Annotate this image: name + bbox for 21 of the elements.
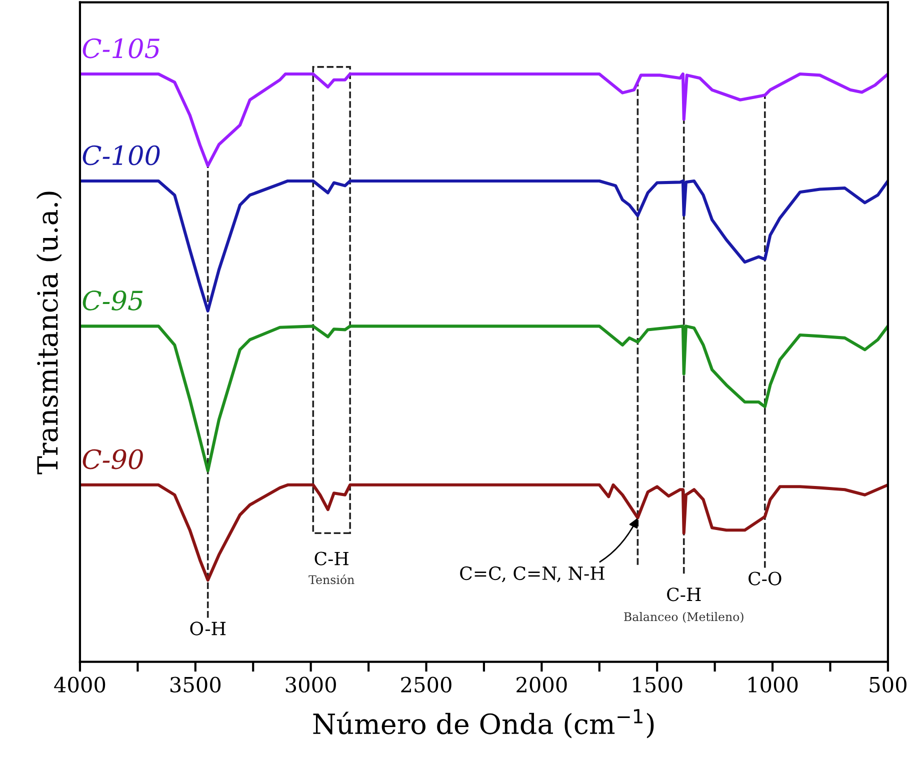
ref-line-label: O-H bbox=[190, 622, 226, 636]
x-tick-label: 3500 bbox=[170, 676, 221, 693]
x-tick-label: 2500 bbox=[401, 676, 452, 693]
series-label: C-100 bbox=[82, 145, 160, 166]
x-tick-label: 4000 bbox=[54, 676, 106, 693]
x-tick-label: 1500 bbox=[633, 676, 682, 693]
annotation: Balanceo (Metileno) bbox=[624, 612, 744, 623]
y-axis-title: Transmitancia (u.a.) bbox=[36, 192, 62, 474]
series-label: C-90 bbox=[82, 449, 143, 470]
ref-line-label: C-H bbox=[667, 588, 701, 602]
x-tick-label: 500 bbox=[870, 676, 906, 693]
annotation: C-H bbox=[314, 552, 348, 566]
x-tick-label: 2000 bbox=[516, 676, 567, 693]
series-label: C-95 bbox=[82, 290, 143, 310]
series-label: C-105 bbox=[82, 38, 160, 58]
x-tick-label: 3000 bbox=[286, 676, 336, 693]
x-axis-title: Número de Onda (cm$^{−1}$) bbox=[313, 709, 654, 738]
annotation: Tensión bbox=[308, 574, 354, 584]
annotation: C=C, C=N, N-H bbox=[460, 566, 604, 582]
ref-line-label: C-O bbox=[748, 572, 782, 586]
x-tick-label: 1000 bbox=[748, 676, 798, 693]
